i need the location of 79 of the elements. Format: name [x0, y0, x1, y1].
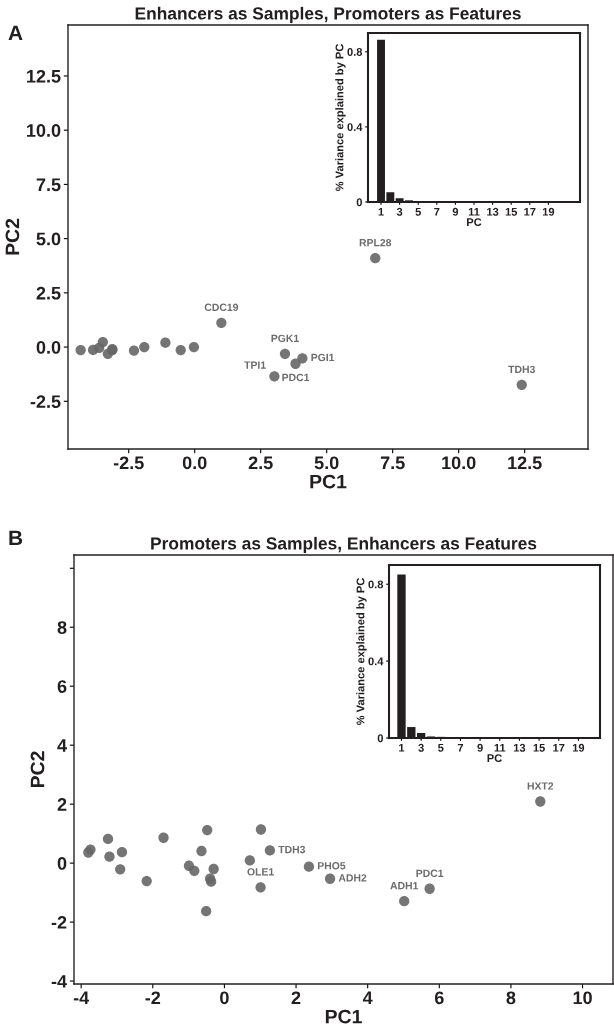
- annotation: HXT2: [527, 782, 554, 790]
- y-tick-label: 0.8: [347, 48, 363, 56]
- annotation: PHO5: [317, 862, 346, 870]
- x-tick-label: 19: [542, 207, 555, 216]
- x-tick-label: -4: [73, 991, 90, 1005]
- x-tick-label: 17: [553, 743, 565, 752]
- annotation: PGK1: [271, 334, 299, 343]
- y-axis-title: PC2: [5, 218, 20, 255]
- x-tick-label: 7: [457, 743, 464, 752]
- x-axis-title: PC1: [325, 1009, 362, 1024]
- x-tick-label: 11: [468, 207, 480, 216]
- x-tick-label: 6: [434, 991, 444, 1005]
- y-axis-title: % Variance explained by PC: [356, 578, 367, 726]
- y-tick-label: 0.0: [36, 341, 61, 354]
- annotation: PDC1: [282, 373, 310, 382]
- annotation: TDH3: [508, 365, 535, 374]
- y-tick-label: 7.5: [36, 178, 61, 192]
- x-tick-label: 12.5: [508, 456, 542, 470]
- y-tick-label: 12.5: [27, 69, 61, 83]
- annotation: TDH3: [278, 845, 306, 854]
- x-tick-label: 13: [487, 207, 499, 216]
- annotation: TPI1: [244, 361, 266, 369]
- x-tick-label: 1: [399, 743, 405, 752]
- annotation: ADH1: [390, 882, 419, 890]
- x-tick-label: 17: [524, 207, 536, 216]
- y-tick-label: 8: [57, 621, 67, 634]
- y-tick-label: 10.0: [27, 124, 61, 137]
- x-tick-label: 5: [415, 207, 421, 216]
- x-tick-label: 15: [505, 207, 518, 216]
- annotation: RPL28: [359, 238, 392, 247]
- y-tick-label: 2.5: [36, 286, 61, 300]
- x-tick-label: 5: [438, 743, 444, 752]
- y-tick-label: 0: [377, 734, 383, 743]
- x-tick-label: 5.0: [314, 456, 339, 470]
- x-tick-label: 0.0: [182, 456, 207, 470]
- y-tick-label: 5.0: [36, 232, 61, 246]
- y-tick-label: -2.5: [30, 395, 61, 409]
- x-tick-label: 10: [573, 991, 592, 1005]
- annotation: ADH2: [338, 874, 367, 882]
- x-tick-label: -2: [145, 991, 161, 1005]
- text: B: [9, 530, 23, 545]
- annotation: CDC19: [204, 303, 239, 311]
- y-axis-title: PC2: [30, 751, 45, 788]
- x-tick-label: 8: [506, 991, 516, 1005]
- x-tick-label: 10.0: [442, 456, 476, 470]
- annotation: PDC1: [416, 869, 444, 877]
- x-axis-title: PC: [487, 754, 502, 763]
- x-tick-label: 11: [494, 743, 506, 752]
- y-tick-label: -2: [51, 916, 67, 929]
- x-tick-label: 9: [477, 743, 483, 752]
- y-tick-label: 6: [57, 680, 67, 693]
- y-axis-title: % Variance explained by PC: [335, 44, 346, 192]
- chart-title: Promoters as Samples, Enhancers as Features: [151, 536, 537, 554]
- y-tick-label: -4: [51, 975, 67, 988]
- x-tick-label: 13: [513, 743, 526, 752]
- x-axis-title: PC: [467, 218, 482, 227]
- y-tick-label: 2: [57, 798, 67, 811]
- annotation: OLE1: [247, 868, 274, 876]
- y-tick-label: 0.4: [347, 123, 363, 132]
- text: A: [8, 25, 23, 40]
- x-tick-label: 3: [418, 743, 424, 752]
- x-tick-label: 19: [572, 743, 585, 752]
- x-tick-label: -2.5: [113, 456, 144, 470]
- x-tick-label: 0: [220, 991, 229, 1005]
- x-tick-label: 1: [378, 207, 384, 216]
- y-tick-label: 0: [57, 857, 67, 870]
- x-tick-label: 3: [396, 207, 403, 216]
- chart-title: Enhancers as Samples, Promoters as Features: [135, 6, 521, 24]
- annotation: PGI1: [311, 353, 335, 362]
- y-tick-label: 0.8: [368, 580, 384, 589]
- x-tick-label: 2.5: [248, 456, 273, 470]
- x-tick-label: 7.5: [380, 456, 405, 470]
- y-tick-label: 0: [356, 198, 362, 207]
- x-tick-label: 2: [291, 991, 301, 1005]
- x-tick-label: 15: [533, 743, 545, 752]
- x-axis-title: PC1: [310, 474, 347, 489]
- x-tick-label: 7: [434, 207, 440, 216]
- y-tick-label: 0.4: [368, 657, 384, 666]
- x-tick-label: 9: [452, 207, 459, 216]
